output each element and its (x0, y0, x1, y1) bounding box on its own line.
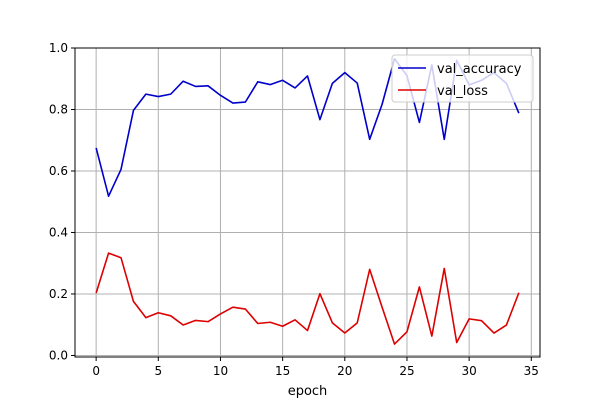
x-tick-label: 5 (154, 364, 162, 378)
y-tick-label: 0.4 (49, 225, 68, 239)
y-tick-label: 0.2 (49, 287, 68, 301)
legend: val_accuracy val_loss (391, 54, 534, 103)
y-tick-label: 0.8 (49, 102, 68, 116)
x-axis-label: epoch (288, 384, 328, 399)
series-layer (95, 57, 520, 345)
x-tick-label: 35 (524, 364, 539, 378)
x-tick-label: 20 (337, 364, 352, 378)
plot-frame (74, 47, 541, 358)
tick-layer: 0 5 10 15 20 25 30 35 0.0 0.2 0.4 0.6 0.8 1.0 (49, 41, 539, 378)
legend-label-val-loss: val_loss (437, 84, 488, 99)
legend-label-val-accuracy: val_accuracy (437, 62, 522, 77)
x-tick-label: 0 (92, 364, 100, 378)
x-tick-label: 15 (275, 364, 290, 378)
x-tick-label: 30 (461, 364, 476, 378)
y-tick-label: 0.0 (49, 348, 68, 362)
x-tick-label: 10 (213, 364, 228, 378)
y-tick-label: 1.0 (49, 41, 68, 55)
legend-box (391, 54, 534, 103)
y-tick-label: 0.6 (49, 164, 68, 178)
series-line-val-accuracy (95, 57, 520, 197)
series-line-val-loss (95, 252, 520, 345)
x-tick-label: 25 (399, 364, 414, 378)
